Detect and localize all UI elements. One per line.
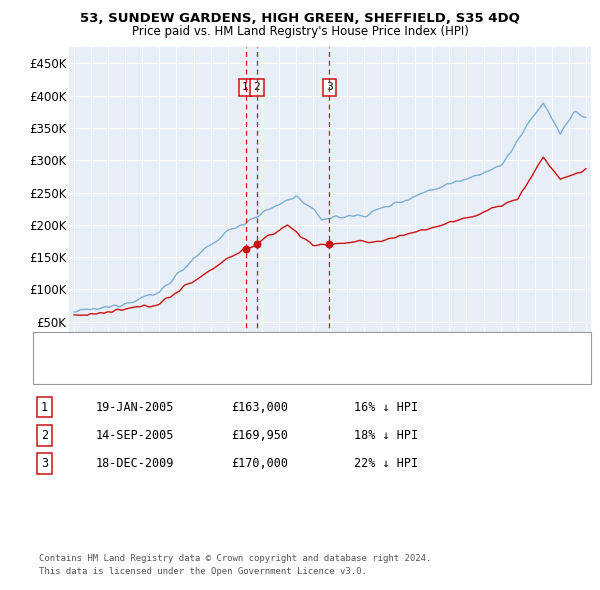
Text: 14-SEP-2005: 14-SEP-2005: [96, 429, 175, 442]
Text: This data is licensed under the Open Government Licence v3.0.: This data is licensed under the Open Gov…: [39, 567, 367, 576]
Point: [252, 240, 262, 249]
Text: ——: ——: [45, 362, 76, 376]
Text: 53, SUNDEW GARDENS, HIGH GREEN, SHEFFIELD, S35 4DQ: 53, SUNDEW GARDENS, HIGH GREEN, SHEFFIEL…: [80, 12, 520, 25]
Point: [241, 244, 250, 254]
Text: 18% ↓ HPI: 18% ↓ HPI: [354, 429, 418, 442]
Text: 22% ↓ HPI: 22% ↓ HPI: [354, 457, 418, 470]
Text: 19-JAN-2005: 19-JAN-2005: [96, 401, 175, 414]
Text: 3: 3: [41, 457, 48, 470]
Text: 53, SUNDEW GARDENS, HIGH GREEN, SHEFFIELD, S35 4DQ (detached house): 53, SUNDEW GARDENS, HIGH GREEN, SHEFFIEL…: [78, 342, 472, 352]
Text: 2: 2: [41, 429, 48, 442]
Text: 1: 1: [242, 82, 249, 92]
Text: £170,000: £170,000: [231, 457, 288, 470]
Point: [325, 240, 334, 249]
Text: 2: 2: [253, 82, 260, 92]
Text: 3: 3: [326, 82, 332, 92]
Text: £163,000: £163,000: [231, 401, 288, 414]
Text: 1: 1: [41, 401, 48, 414]
Text: Contains HM Land Registry data © Crown copyright and database right 2024.: Contains HM Land Registry data © Crown c…: [39, 554, 431, 563]
Text: Price paid vs. HM Land Registry's House Price Index (HPI): Price paid vs. HM Land Registry's House …: [131, 25, 469, 38]
Text: 16% ↓ HPI: 16% ↓ HPI: [354, 401, 418, 414]
Text: 18-DEC-2009: 18-DEC-2009: [96, 457, 175, 470]
Text: £169,950: £169,950: [231, 429, 288, 442]
Text: ——: ——: [45, 339, 76, 355]
Text: HPI: Average price, detached house, Sheffield: HPI: Average price, detached house, Shef…: [78, 364, 343, 374]
